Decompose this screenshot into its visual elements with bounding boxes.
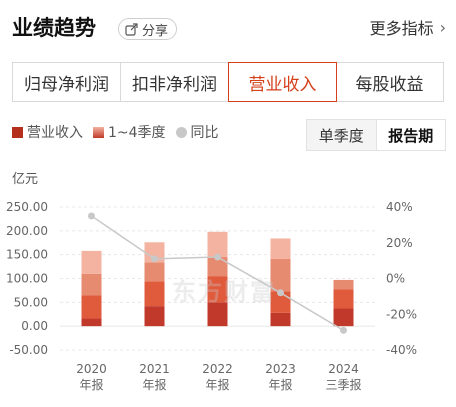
bar-segment-q1 xyxy=(333,308,354,327)
x-tick-label-period: 年报 xyxy=(79,377,103,392)
y-right-tick-label: -20% xyxy=(386,307,417,321)
legend-item-yoy: 同比 xyxy=(175,122,219,142)
chevron-right-icon: › xyxy=(439,17,446,37)
y-left-tick-label: -50.00 xyxy=(9,343,48,357)
bar-segment-q1 xyxy=(144,306,165,327)
page-title: 业绩趋势 xyxy=(12,16,96,40)
tab-revenue[interactable]: 营业收入 xyxy=(228,62,337,102)
legend-item-quarters: 1~4季度 xyxy=(93,122,166,142)
yoy-point xyxy=(277,289,284,297)
bar-segment-q1 xyxy=(207,302,228,327)
y-left-tick-label: 50.00 xyxy=(14,295,48,309)
watermark: 东方财富 xyxy=(172,278,276,306)
x-tick-label-period: 年报 xyxy=(268,377,292,392)
bar-segment-q3 xyxy=(207,257,228,277)
metric-tabs: 归母净利润 扣非净利润 营业收入 每股收益 xyxy=(12,62,444,102)
legend-label-revenue: 营业收入 xyxy=(27,125,83,141)
yoy-point xyxy=(340,326,347,334)
bar-segment-q4 xyxy=(144,242,165,263)
y-left-tick-label: 100.00 xyxy=(6,272,48,286)
y-left-tick-label: 200.00 xyxy=(6,224,48,238)
bar-segment-q4 xyxy=(81,250,102,274)
x-tick-label-period: 三季报 xyxy=(325,377,361,392)
y-right-tick-label: 40% xyxy=(386,200,413,214)
x-tick-label-year: 2020 xyxy=(76,362,107,376)
bar-segment-q4 xyxy=(207,231,228,258)
more-metrics-label: 更多指标 xyxy=(369,19,434,38)
period-single-quarter[interactable]: 单季度 xyxy=(318,126,364,145)
y-left-tick-label: 250.00 xyxy=(6,200,48,214)
x-tick-label-year: 2023 xyxy=(265,362,296,376)
legend-item-revenue: 营业收入 xyxy=(12,122,83,142)
yoy-point xyxy=(88,212,95,220)
bar-segment-q3 xyxy=(144,262,165,282)
legend-label-quarters: 1~4季度 xyxy=(108,125,166,141)
bar-segment-q1 xyxy=(270,312,291,327)
yoy-point xyxy=(151,255,158,263)
tab-net-profit[interactable]: 归母净利润 xyxy=(13,63,121,101)
y-left-tick-label: 150.00 xyxy=(6,248,48,262)
x-tick-label-period: 年报 xyxy=(142,377,166,392)
x-tick-label-period: 年报 xyxy=(205,377,229,392)
bar-segment-q3 xyxy=(270,258,291,292)
header: 业绩趋势 分享 更多指标 › xyxy=(0,0,456,56)
bar-segment-q4 xyxy=(270,238,291,259)
x-tick-label-year: 2021 xyxy=(139,362,170,376)
share-label: 分享 xyxy=(142,23,169,39)
tab-eps[interactable]: 每股收益 xyxy=(355,74,424,95)
share-icon xyxy=(125,22,138,36)
y-right-tick-label: 20% xyxy=(386,236,413,250)
chart-legend: 营业收入 1~4季度 同比 xyxy=(12,122,229,142)
legend-dot-yoy xyxy=(175,126,187,138)
legend-swatch-quarters xyxy=(93,126,104,138)
legend-swatch-revenue xyxy=(12,126,23,138)
period-toggle: 单季度 报告期 xyxy=(306,119,446,151)
bar-segment-q2 xyxy=(144,281,165,307)
more-metrics-link[interactable]: 更多指标 › xyxy=(370,15,446,39)
y-axis-unit: 亿元 xyxy=(12,172,39,187)
period-report[interactable]: 报告期 xyxy=(375,120,445,150)
bar-segment-q2 xyxy=(270,291,291,313)
bar-segment-q2 xyxy=(333,289,354,309)
y-right-tick-label: 0% xyxy=(386,272,405,286)
x-tick-label-year: 2024 xyxy=(328,362,359,376)
y-right-tick-label: -40% xyxy=(386,343,417,357)
bar-segment-q1 xyxy=(81,318,102,327)
legend-label-yoy: 同比 xyxy=(190,125,219,141)
bar-segment-q2 xyxy=(81,295,102,319)
bar-segment-q3 xyxy=(81,273,102,296)
share-button[interactable]: 分享 xyxy=(118,18,178,40)
yoy-point xyxy=(214,253,221,261)
bar-segment-q3 xyxy=(333,279,354,290)
x-tick-label-year: 2022 xyxy=(202,362,233,376)
bar-segment-q2 xyxy=(207,276,228,303)
y-left-tick-label: 0.00 xyxy=(21,319,48,333)
